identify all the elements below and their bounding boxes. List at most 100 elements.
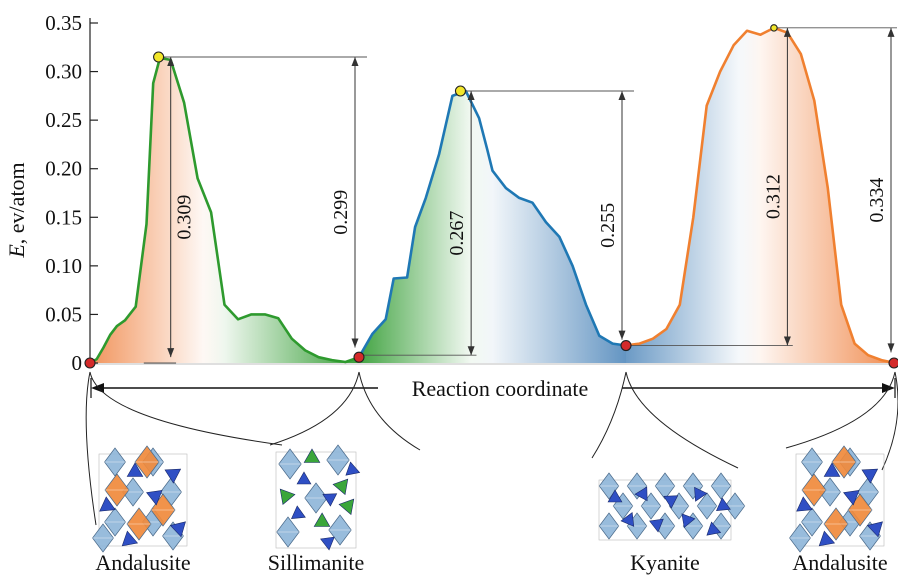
tetrahedron-polyhedron (126, 462, 144, 477)
tetrahedron-polyhedron (99, 496, 116, 512)
barrier-arrowhead (351, 57, 359, 66)
tetrahedron-polyhedron (338, 498, 355, 516)
structure-kyanite: Kyanite (598, 472, 746, 575)
reaction-coordinate-axis: Reaction coordinate (90, 374, 896, 402)
barrier-arrowhead (351, 338, 359, 348)
barrier-arrowhead (167, 57, 175, 66)
barrier-label: 0.312 (762, 174, 784, 219)
y-axis-label: E, ev/atom (4, 162, 29, 258)
tetrahedron-polyhedron (332, 478, 349, 496)
x-axis-label-bg (378, 374, 622, 402)
callout-line (269, 371, 360, 446)
structure-name-label: Kyanite (630, 550, 700, 575)
minimum-state-marker (620, 339, 632, 352)
area-fill-segment (90, 58, 359, 363)
tetrahedron-polyhedron (296, 471, 312, 485)
barrier-arrowhead (618, 91, 626, 100)
area-fill-segment (359, 91, 626, 363)
tetrahedron-polyhedron (866, 521, 883, 538)
state-markers (84, 24, 898, 369)
structure-name-label: Andalusite (95, 550, 190, 575)
barrier-arrowhead (467, 91, 475, 100)
callout-line (591, 371, 627, 459)
y-tick-label: 0.15 (45, 205, 82, 229)
tetrahedron-polyhedron (279, 488, 296, 505)
barrier-arrowhead (467, 346, 475, 356)
area-fill-segment (626, 27, 895, 364)
y-ticks: 0 0.05 0.10 0.15 0.20 0.25 0.30 0.35 (45, 11, 98, 375)
y-tick-label: 0.10 (45, 254, 82, 278)
tetrahedron-polyhedron (663, 495, 679, 509)
tetrahedron-polyhedron (818, 530, 836, 547)
series-line-segment (625, 26, 896, 365)
minimum-state-marker (84, 357, 96, 369)
barrier-arrowhead (783, 336, 791, 346)
structure-name-label: Andalusite (792, 550, 887, 575)
transition-state-marker (454, 85, 467, 97)
callout-line (785, 371, 896, 449)
tetrahedron-polyhedron (320, 536, 335, 551)
structure-andalusite: Andalusite (789, 445, 888, 575)
callout-line (358, 371, 421, 451)
tetrahedron-polyhedron (861, 468, 879, 484)
tetrahedron-polyhedron (823, 462, 841, 477)
callout-line (881, 371, 898, 471)
tetrahedron-polyhedron (291, 505, 306, 519)
tetrahedron-polyhedron (796, 496, 813, 512)
tetrahedron-polyhedron (146, 490, 163, 506)
minimum-state-marker (353, 351, 365, 363)
y-tick-label: 0.05 (45, 302, 82, 326)
minimum-state-marker (888, 357, 898, 369)
series-line-segment (89, 56, 360, 365)
barrier-label: 0.267 (446, 211, 468, 256)
tetrahedron-polyhedron (345, 461, 361, 476)
barrier-arrowhead (887, 27, 895, 37)
tetrahedron-polyhedron (694, 486, 708, 502)
barrier-label: 0.255 (597, 203, 619, 248)
barrier-arrowhead (887, 343, 895, 353)
structure-andalusite: Andalusite (92, 445, 191, 575)
barrier-arrows: 0.309 0.299 0.267 0.255 0.312 0.334 (143, 27, 897, 364)
tetrahedron-polyhedron (634, 486, 648, 502)
series-lines (89, 26, 896, 365)
structure-callouts (85, 371, 898, 526)
tetrahedron-polyhedron (843, 490, 860, 506)
tetrahedron-polyhedron (706, 521, 722, 536)
tetrahedron-polyhedron (313, 512, 331, 527)
tetrahedron-polyhedron (322, 493, 338, 507)
axes: 0 0.05 0.10 0.15 0.20 0.25 0.30 0.35 E, ev/atom (4, 11, 896, 375)
tetrahedron-polyhedron (121, 530, 139, 547)
crystal-structures: Andalusite Sillimanite Kyanite Andalusite (92, 444, 888, 575)
structure-sillimanite: Sillimanite (268, 444, 365, 575)
y-tick-label: 0.20 (45, 157, 82, 181)
tetrahedron-polyhedron (164, 468, 182, 484)
tetrahedron-polyhedron (620, 512, 635, 527)
tetrahedron-polyhedron (607, 489, 623, 503)
tetrahedron-polyhedron (303, 448, 321, 463)
tetrahedron-polyhedron (681, 513, 696, 529)
structure-name-label: Sillimanite (268, 550, 365, 575)
x-axis-label: Reaction coordinate (412, 376, 589, 401)
tetrahedron-polyhedron (169, 521, 186, 538)
barrier-arrowhead (167, 348, 175, 358)
transition-state-marker (770, 24, 778, 32)
y-tick-label: 0.35 (45, 11, 82, 35)
y-tick-label: 0.30 (45, 60, 82, 84)
transition-state-marker (153, 51, 165, 63)
series-line-segment (357, 89, 627, 358)
barrier-arrowhead (783, 27, 791, 37)
callout-line (85, 371, 97, 526)
unit-cell-outline (275, 451, 357, 549)
barrier-label: 0.299 (330, 190, 352, 235)
area-fills (90, 27, 895, 364)
barrier-arrowhead (618, 330, 626, 340)
callout-line (89, 371, 283, 446)
barrier-label: 0.334 (866, 178, 888, 223)
callout-line (625, 371, 739, 469)
y-tick-label: 0 (72, 351, 83, 375)
y-tick-label: 0.25 (45, 108, 82, 132)
tetrahedron-polyhedron (716, 497, 731, 511)
barrier-label: 0.309 (174, 195, 196, 240)
tetrahedron-polyhedron (649, 518, 664, 533)
